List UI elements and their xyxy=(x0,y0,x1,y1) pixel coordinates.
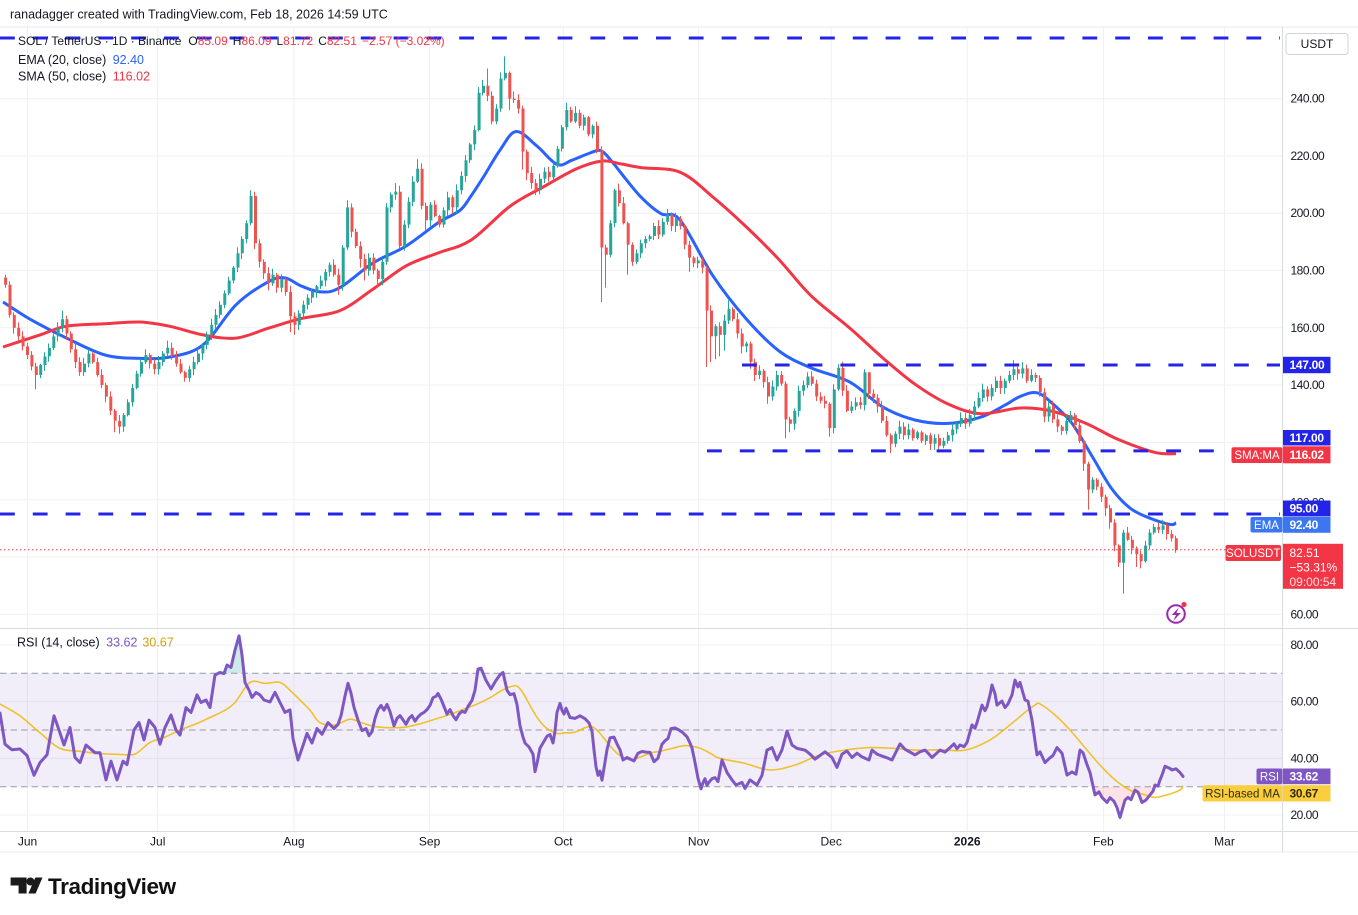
svg-text:2026: 2026 xyxy=(954,835,981,849)
svg-text:Oct: Oct xyxy=(554,835,573,849)
svg-text:SMA (50, close) 116.02: SMA (50, close) 116.02 xyxy=(18,70,150,84)
svg-text:Dec: Dec xyxy=(821,835,842,849)
svg-text:EMA: EMA xyxy=(1254,520,1279,532)
svg-text:140.00: 140.00 xyxy=(1291,378,1326,392)
svg-text:60.00: 60.00 xyxy=(1291,695,1319,709)
svg-text:92.40: 92.40 xyxy=(1290,518,1319,532)
svg-text:Nov: Nov xyxy=(688,835,709,849)
svg-text:33.62: 33.62 xyxy=(1290,770,1319,784)
svg-text:147.00: 147.00 xyxy=(1290,358,1326,372)
svg-text:240.00: 240.00 xyxy=(1291,92,1326,106)
svg-text:Feb: Feb xyxy=(1093,835,1114,849)
svg-text:220.00: 220.00 xyxy=(1291,149,1326,163)
svg-text:200.00: 200.00 xyxy=(1291,206,1326,220)
svg-text:Jun: Jun xyxy=(18,835,37,849)
svg-text:160.00: 160.00 xyxy=(1291,321,1326,335)
svg-text:20.00: 20.00 xyxy=(1291,808,1319,822)
svg-text:Sep: Sep xyxy=(419,835,441,849)
svg-text:80.00: 80.00 xyxy=(1291,638,1319,652)
svg-text:116.02: 116.02 xyxy=(1290,448,1325,462)
svg-text:TradingView: TradingView xyxy=(48,874,177,899)
svg-text:SOLUSDT: SOLUSDT xyxy=(1226,548,1280,560)
svg-text:Mar: Mar xyxy=(1214,835,1235,849)
svg-text:SMA:MA: SMA:MA xyxy=(1234,450,1280,462)
svg-text:60.00: 60.00 xyxy=(1291,607,1319,621)
svg-text:RSI: RSI xyxy=(1260,771,1279,783)
svg-text:40.00: 40.00 xyxy=(1291,751,1319,765)
svg-text:−53.31%: −53.31% xyxy=(1290,561,1338,575)
svg-text:117.00: 117.00 xyxy=(1290,431,1325,445)
svg-text:ranadagger created with Tradin: ranadagger created with TradingView.com,… xyxy=(10,8,388,22)
svg-text:RSI-based MA: RSI-based MA xyxy=(1205,788,1280,800)
svg-text:82.51: 82.51 xyxy=(1290,546,1320,560)
svg-text:Jul: Jul xyxy=(150,835,165,849)
svg-text:USDT: USDT xyxy=(1301,37,1334,51)
svg-text:09:00:54: 09:00:54 xyxy=(1290,575,1337,589)
svg-text:95.00: 95.00 xyxy=(1290,502,1319,516)
svg-text:30.67: 30.67 xyxy=(1290,787,1319,801)
svg-text:Aug: Aug xyxy=(283,835,304,849)
svg-text:180.00: 180.00 xyxy=(1291,264,1326,278)
svg-text:EMA (20, close) 92.40: EMA (20, close) 92.40 xyxy=(18,53,144,67)
